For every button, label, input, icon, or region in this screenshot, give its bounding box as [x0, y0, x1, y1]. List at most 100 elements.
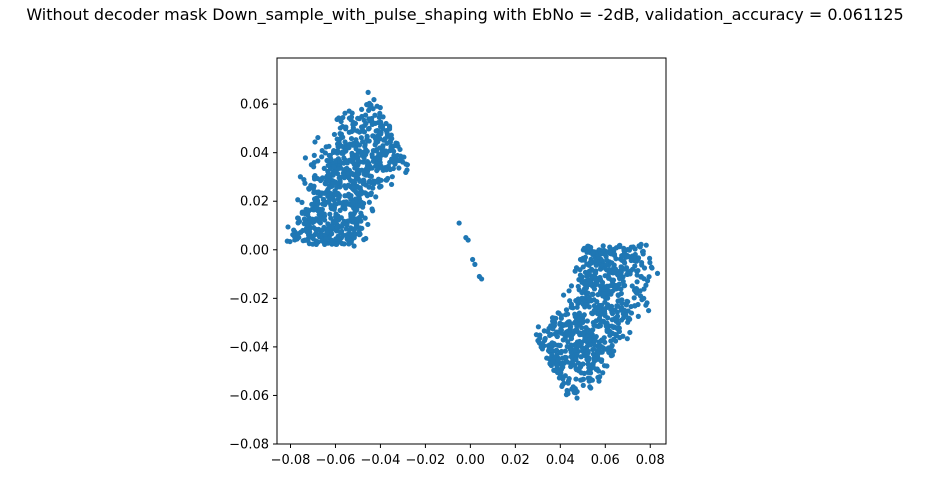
data-point	[350, 184, 357, 191]
data-point	[368, 173, 374, 179]
data-point	[558, 348, 565, 355]
data-point	[551, 341, 557, 347]
data-point	[373, 163, 379, 169]
data-point	[309, 201, 315, 207]
x-tick-label: 0.00	[456, 453, 485, 468]
data-point	[604, 363, 610, 369]
data-point	[616, 244, 623, 250]
data-point	[568, 301, 575, 308]
data-point	[340, 134, 346, 140]
x-tick-label: 0.02	[501, 453, 530, 468]
y-tick-label: 0.04	[240, 146, 269, 161]
data-point	[334, 150, 340, 156]
data-point	[638, 274, 644, 280]
data-point	[611, 336, 617, 342]
data-point	[308, 162, 314, 168]
data-point	[321, 190, 327, 196]
data-point	[590, 273, 596, 279]
data-point	[615, 292, 621, 298]
data-point	[370, 208, 376, 214]
data-point	[346, 108, 352, 114]
data-point	[586, 369, 592, 375]
data-point	[311, 152, 317, 158]
data-point	[372, 136, 379, 142]
data-point	[545, 328, 551, 335]
data-point	[348, 135, 355, 142]
data-point	[352, 165, 358, 171]
data-point	[305, 212, 311, 218]
data-point	[350, 199, 356, 206]
data-point	[366, 199, 372, 205]
data-point	[334, 116, 340, 123]
data-point	[595, 350, 601, 356]
data-point	[384, 130, 390, 136]
data-point	[591, 356, 597, 362]
data-point	[618, 286, 624, 292]
data-point	[586, 277, 593, 283]
data-point	[302, 219, 308, 226]
data-point	[362, 215, 368, 221]
data-point	[377, 110, 383, 116]
data-point	[368, 190, 374, 196]
data-point	[357, 185, 363, 191]
data-point	[352, 206, 359, 212]
data-point	[386, 126, 393, 132]
data-point	[354, 153, 360, 159]
data-point	[556, 375, 562, 381]
data-point	[563, 354, 569, 361]
y-tick-label: −0.02	[229, 292, 269, 307]
data-point	[342, 206, 348, 212]
data-point	[364, 133, 370, 139]
data-point	[563, 312, 569, 318]
data-point	[621, 283, 627, 289]
data-point	[326, 171, 332, 177]
data-point	[330, 172, 336, 178]
data-point	[654, 270, 661, 276]
data-point	[376, 114, 382, 120]
data-point	[340, 114, 346, 121]
data-point	[589, 281, 595, 287]
data-point	[555, 357, 561, 363]
data-point	[615, 303, 621, 309]
data-point	[578, 364, 584, 370]
data-point	[622, 307, 628, 314]
data-point	[372, 112, 378, 118]
data-point	[588, 377, 594, 383]
data-point	[359, 113, 365, 120]
data-point	[333, 158, 339, 164]
data-point	[591, 346, 597, 352]
data-point	[567, 323, 574, 330]
data-point	[568, 283, 575, 289]
data-point	[313, 241, 319, 247]
data-point	[583, 324, 589, 331]
x-tick-label: 0.08	[636, 453, 665, 468]
data-point	[602, 265, 608, 272]
data-point	[348, 214, 354, 221]
data-point	[312, 139, 318, 145]
data-point	[465, 237, 471, 243]
data-point	[318, 216, 324, 222]
data-point	[339, 240, 345, 247]
data-point	[631, 295, 637, 301]
y-tick-label: −0.06	[229, 389, 269, 404]
data-point	[607, 306, 614, 312]
data-point	[594, 299, 600, 305]
data-point	[602, 339, 608, 345]
data-point	[397, 146, 403, 153]
data-point	[346, 227, 352, 233]
data-point	[383, 167, 389, 173]
data-point	[614, 309, 620, 315]
data-point	[336, 137, 342, 144]
data-point	[621, 245, 627, 251]
data-points	[284, 89, 661, 401]
data-point	[605, 295, 611, 301]
data-point	[365, 89, 371, 95]
data-point	[580, 331, 586, 337]
data-point	[585, 243, 592, 249]
data-point	[624, 254, 630, 260]
data-point	[618, 264, 624, 270]
data-point	[346, 129, 352, 135]
data-point	[343, 199, 349, 205]
data-point	[355, 115, 361, 121]
data-point	[582, 269, 589, 275]
